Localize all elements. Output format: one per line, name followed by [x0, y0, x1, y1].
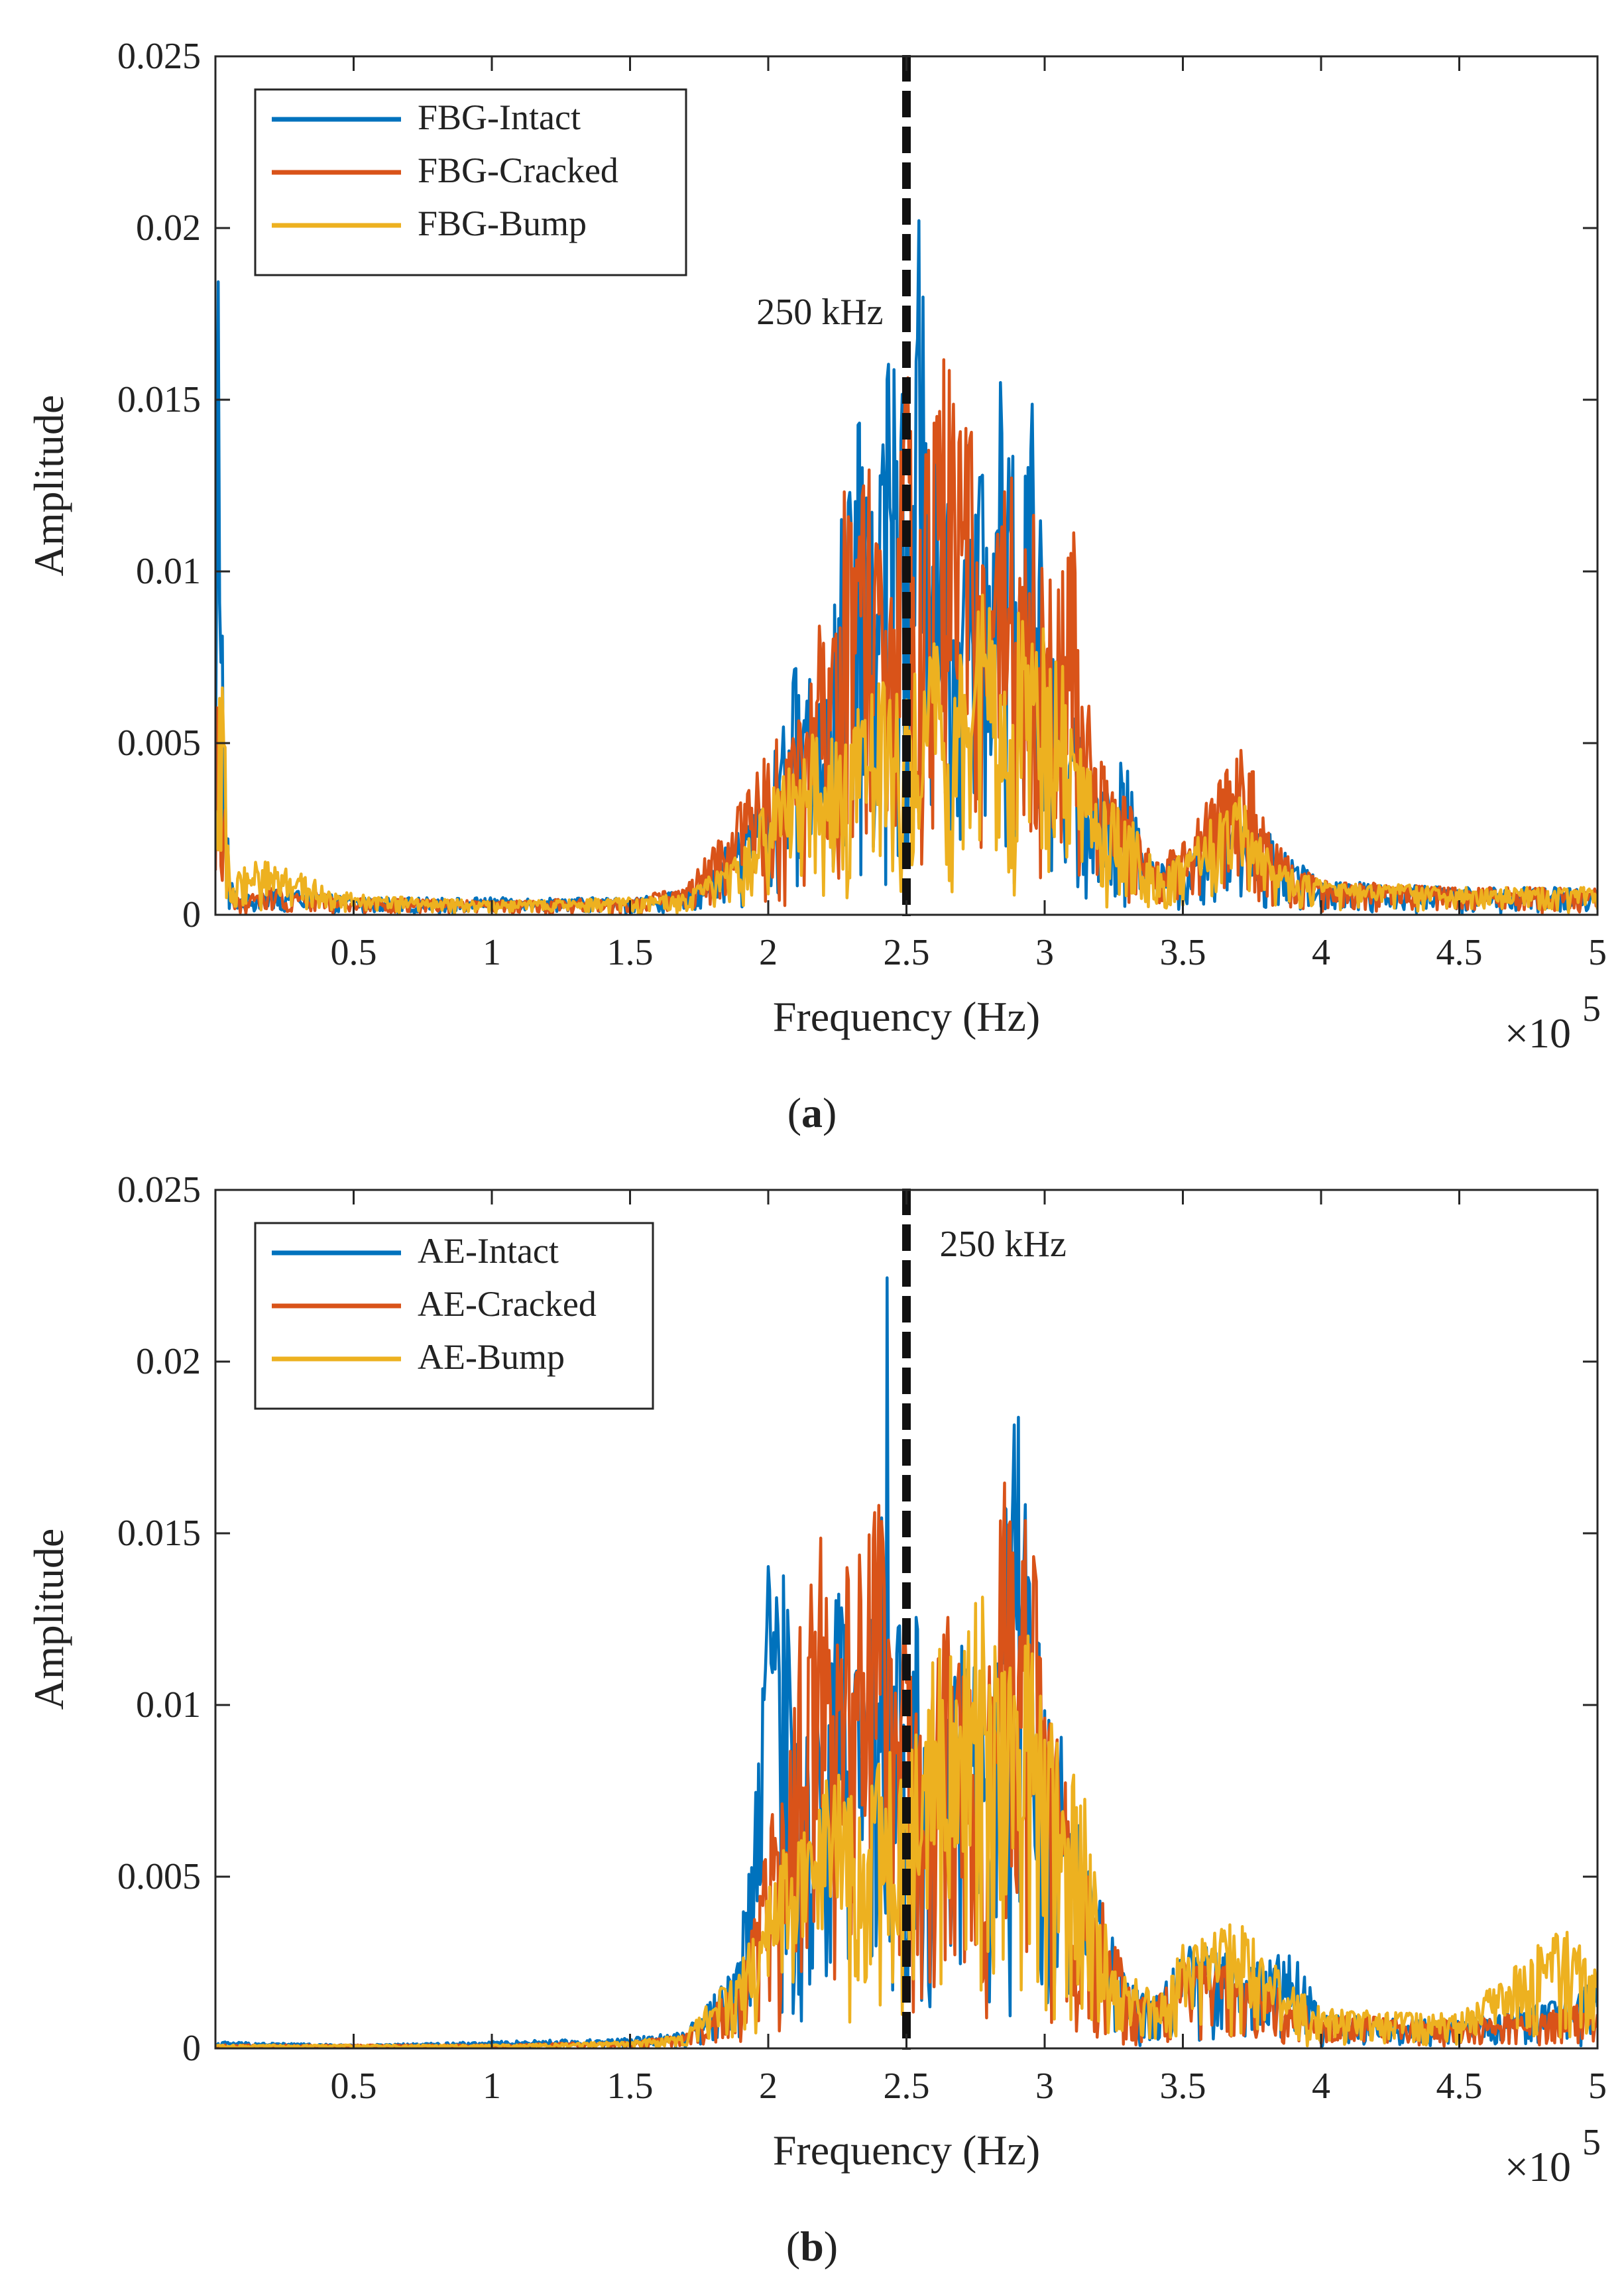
legend-entry-fbg-intact: FBG-Intact: [418, 97, 581, 137]
x-tick-label: 3: [1035, 2066, 1054, 2107]
legend-entry-ae-cracked: AE-Cracked: [418, 1284, 597, 1324]
x-tick-label: 4.5: [1436, 2066, 1483, 2107]
x-tick-label: 4: [1312, 932, 1330, 973]
panel-caption: (a): [787, 1089, 837, 1136]
x-tick-label: 2: [759, 2066, 778, 2107]
x-tick-label: 4.5: [1436, 932, 1483, 973]
y-tick-label: 0.02: [136, 207, 201, 249]
y-tick-label: 0.005: [117, 723, 201, 764]
panel-caption: (b): [786, 2223, 838, 2270]
y-tick-label: 0.025: [117, 36, 201, 77]
x-tick-label: 5: [1588, 2066, 1607, 2107]
y-tick-label: 0.025: [117, 1169, 201, 1210]
y-axis-label: Amplitude: [25, 1529, 72, 1710]
panel-a-chart: 250 kHz 0 0.005 0.01 0.015 0.02 0.025 0.5 1 1.5 2 2…: [25, 36, 1607, 1136]
vline-label: 250 kHz: [940, 1224, 1067, 1265]
x-exponent-base: ×10: [1505, 2143, 1571, 2190]
x-tick-label: 1: [483, 932, 501, 973]
x-axis-label: Frequency (Hz): [773, 993, 1040, 1040]
y-tick-label: 0.005: [117, 1856, 201, 1897]
x-tick-label: 5: [1588, 932, 1607, 973]
y-tick-label: 0.015: [117, 1513, 201, 1554]
x-tick-label: 3.5: [1160, 2066, 1206, 2107]
legend-entry-ae-bump: AE-Bump: [418, 1337, 565, 1377]
panel-caption-letter: a: [801, 1089, 823, 1136]
x-tick-label: 1.5: [607, 932, 654, 973]
y-tick-label: 0.015: [117, 379, 201, 420]
panel-b-chart: 250 kHz 0 0.005 0.01 0.015 0.02 0.025 0.5 1 1.5 2 2…: [25, 1169, 1607, 2270]
y-axis-label: Amplitude: [25, 395, 72, 577]
y-tick-label: 0.01: [136, 1684, 201, 1726]
x-tick-label: 4: [1312, 2066, 1330, 2107]
x-tick-label: 3.5: [1160, 932, 1206, 973]
vline-label: 250 kHz: [756, 292, 883, 333]
legend-entry-fbg-cracked: FBG-Cracked: [418, 150, 618, 190]
x-tick-label: 1.5: [607, 2066, 654, 2107]
x-tick-label: 0.5: [331, 932, 377, 973]
y-tick-label: 0.01: [136, 551, 201, 592]
legend-entry-fbg-bump: FBG-Bump: [418, 204, 587, 243]
x-tick-label: 2: [759, 932, 778, 973]
x-tick-label: 1: [483, 2066, 501, 2107]
x-tick-label: 0.5: [331, 2066, 377, 2107]
x-tick-label: 2.5: [884, 2066, 930, 2107]
panel-caption-letter: b: [800, 2223, 824, 2270]
x-tick-label: 2.5: [884, 932, 930, 973]
x-axis-label: Frequency (Hz): [773, 2127, 1040, 2174]
y-tick-label: 0.02: [136, 1341, 201, 1382]
x-exponent-power: 5: [1582, 988, 1601, 1029]
legend-entry-ae-intact: AE-Intact: [418, 1231, 559, 1271]
x-tick-label: 3: [1035, 932, 1054, 973]
x-exponent-power: 5: [1582, 2122, 1601, 2163]
x-exponent-base: ×10: [1505, 1010, 1571, 1057]
y-tick-label: 0: [182, 2028, 201, 2069]
y-tick-label: 0: [182, 894, 201, 935]
